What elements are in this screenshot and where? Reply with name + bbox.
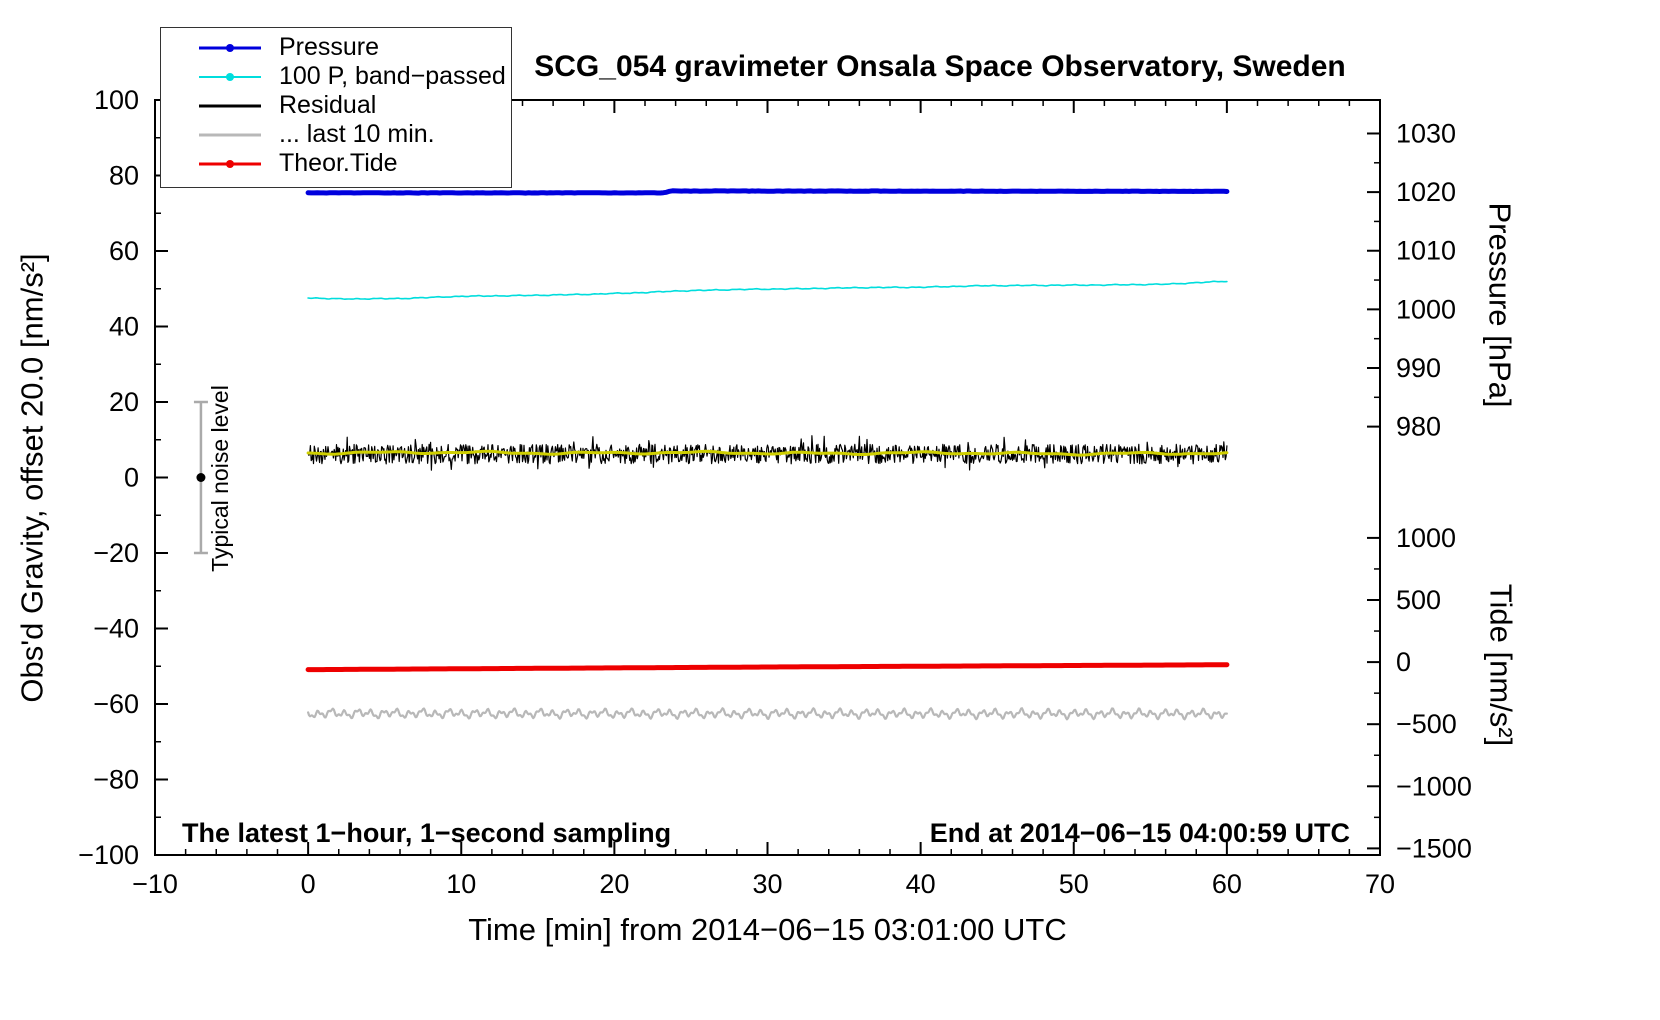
legend-marker-last-10-min-icon	[199, 133, 261, 136]
svg-text:−1500: −1500	[1396, 833, 1472, 863]
series--last-10-min-	[307, 707, 1228, 721]
svg-text:80: 80	[109, 161, 139, 191]
svg-text:50: 50	[1059, 869, 1089, 899]
svg-text:10: 10	[446, 869, 476, 899]
legend-label: Theor.Tide	[279, 149, 398, 177]
series-residual-trend	[306, 449, 1229, 457]
svg-text:0: 0	[1396, 647, 1411, 677]
x-axis-label: Time [min] from 2014−06−15 03:01:00 UTC	[468, 912, 1067, 947]
svg-text:−20: −20	[93, 538, 139, 568]
svg-text:1010: 1010	[1396, 236, 1456, 266]
svg-text:20: 20	[109, 387, 139, 417]
svg-text:1020: 1020	[1396, 177, 1456, 207]
svg-text:−1000: −1000	[1396, 771, 1472, 801]
svg-text:60: 60	[1212, 869, 1242, 899]
legend-item-theor-tide: Theor.Tide	[161, 149, 511, 178]
chart-title: SCG_054 gravimeter Onsala Space Observat…	[534, 50, 1346, 83]
noise-level-label: Typical noise level	[206, 384, 233, 572]
series-residual	[307, 435, 1228, 471]
svg-text:500: 500	[1396, 585, 1441, 615]
legend-label: ... last 10 min.	[279, 120, 435, 148]
legend-label: Residual	[279, 91, 377, 119]
svg-text:1000: 1000	[1396, 523, 1456, 553]
svg-text:−500: −500	[1396, 709, 1457, 739]
legend-item-residual: Residual	[161, 91, 511, 120]
svg-text:40: 40	[109, 312, 139, 342]
sampling-note: The latest 1−hour, 1−second sampling	[182, 818, 672, 848]
svg-text:980: 980	[1396, 412, 1441, 442]
legend-item-pressure: Pressure	[161, 33, 511, 62]
svg-text:1000: 1000	[1396, 294, 1456, 324]
legend-marker-band-passed-icon	[199, 72, 261, 81]
svg-text:−60: −60	[93, 689, 139, 719]
legend: Pressure 100 P, band−passed Residual ...…	[160, 27, 512, 188]
legend-marker-pressure-icon	[199, 43, 261, 52]
svg-text:60: 60	[109, 236, 139, 266]
y-axis-label-tide: Tide [nm/s²]	[1483, 583, 1518, 747]
y-axis-label-pressure: Pressure [hPa]	[1483, 202, 1519, 408]
legend-label: Pressure	[279, 33, 380, 61]
svg-text:40: 40	[906, 869, 936, 899]
series-theor-tide	[305, 662, 1230, 673]
y-axis-label-left: Obs'd Gravity, offset 20.0 [nm/s²]	[15, 252, 50, 703]
svg-text:−100: −100	[78, 840, 139, 870]
svg-text:20: 20	[599, 869, 629, 899]
svg-text:1030: 1030	[1396, 118, 1456, 148]
series-100-p-band-passed	[307, 280, 1228, 300]
end-time-note: End at 2014−06−15 04:00:59 UTC	[929, 818, 1350, 848]
svg-text:70: 70	[1365, 869, 1395, 899]
legend-item-last-10-min: ... last 10 min.	[161, 120, 511, 149]
svg-text:−80: −80	[93, 765, 139, 795]
svg-text:100: 100	[94, 85, 139, 115]
series-pressure	[305, 188, 1230, 196]
legend-marker-residual-icon	[199, 104, 261, 107]
legend-marker-theor-tide-icon	[199, 159, 261, 168]
svg-text:30: 30	[752, 869, 782, 899]
legend-label: 100 P, band−passed	[279, 62, 506, 90]
svg-text:0: 0	[124, 463, 139, 493]
legend-item-band-passed: 100 P, band−passed	[161, 62, 511, 91]
svg-text:0: 0	[301, 869, 316, 899]
svg-text:−10: −10	[132, 869, 178, 899]
svg-text:−40: −40	[93, 614, 139, 644]
svg-text:990: 990	[1396, 353, 1441, 383]
